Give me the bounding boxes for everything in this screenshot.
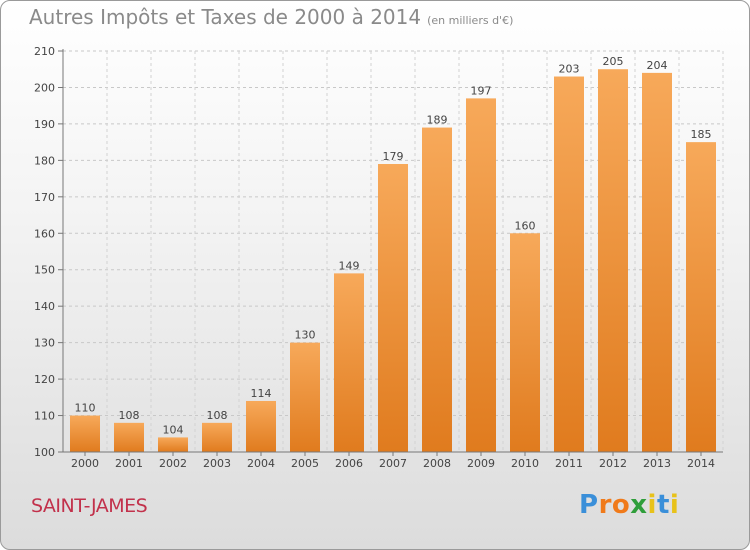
axes: 100 110 120 130 140 150 160 170 180 190 200 210 2000… [34, 45, 723, 470]
y-tick-label: 140 [34, 300, 55, 313]
bar [642, 72, 672, 452]
bar-value-label: 108 [119, 409, 140, 422]
logo-letter: i [647, 490, 657, 520]
logo-letter: i [669, 490, 680, 520]
x-tick-label: 2010 [511, 457, 539, 470]
bar [686, 142, 716, 453]
x-tick-label: 2002 [159, 457, 187, 470]
chart-subtitle: (en milliers d'€) [427, 14, 514, 27]
bar [158, 437, 188, 452]
y-tick-label: 170 [34, 191, 55, 204]
y-tick-label: 200 [34, 81, 55, 94]
bar-value-label: 204 [647, 59, 668, 72]
y-tick-label: 110 [34, 410, 55, 423]
bar-value-label: 185 [691, 128, 712, 141]
logo-letter: o [611, 490, 631, 520]
logo-letter: t [656, 490, 670, 520]
bar-value-label: 104 [163, 423, 184, 436]
bar-value-label: 189 [427, 114, 448, 127]
bar [378, 164, 408, 452]
bar [114, 422, 144, 452]
bars: 110 108 104 108 114 130 149 179 189 197 160 203 205 2… [70, 55, 716, 453]
bar-value-label: 205 [603, 55, 624, 68]
x-tick-label: 2003 [203, 457, 231, 470]
logo-letter: r [598, 490, 612, 520]
x-tick-label: 2008 [423, 457, 451, 470]
x-tick-label: 2009 [467, 457, 495, 470]
bar [598, 69, 628, 453]
x-tick-label: 2012 [599, 457, 627, 470]
y-tick-label: 150 [34, 264, 55, 277]
bar-value-label: 179 [383, 150, 404, 163]
y-tick-label: 160 [34, 227, 55, 240]
x-tick-label: 2011 [555, 457, 583, 470]
y-tick-label: 100 [34, 446, 55, 459]
bar [202, 422, 232, 452]
bar [466, 98, 496, 453]
x-tick-label: 2000 [71, 457, 99, 470]
x-tick-label: 2007 [379, 457, 407, 470]
bar-value-label: 110 [75, 402, 96, 415]
bar-value-label: 203 [559, 63, 580, 76]
logo-letter: P [579, 490, 599, 520]
chart-title: Autres Impôts et Taxes de 2000 à 2014 (en… [29, 5, 513, 29]
title-text: Autres Impôts et Taxes de 2000 à 2014 [29, 5, 422, 29]
bar-value-label: 197 [471, 84, 492, 97]
logo-letter: x [630, 490, 648, 520]
bar [246, 400, 276, 452]
y-tick-label: 180 [34, 154, 55, 167]
y-tick-label: 120 [34, 373, 55, 386]
bar-value-label: 130 [295, 329, 316, 342]
bar [290, 342, 320, 452]
bar [554, 76, 584, 452]
x-tick-label: 2006 [335, 457, 363, 470]
y-tick-label: 210 [34, 45, 55, 58]
bar-value-label: 114 [251, 387, 272, 400]
x-tick-label: 2004 [247, 457, 275, 470]
bar-value-label: 149 [339, 259, 360, 272]
x-tick-label: 2013 [643, 457, 671, 470]
y-tick-label: 130 [34, 337, 55, 350]
bar [334, 273, 364, 452]
place-name: SAINT-JAMES [31, 495, 148, 517]
x-tick-label: 2014 [687, 457, 715, 470]
bar [422, 127, 452, 453]
bar [70, 415, 100, 452]
y-tick-label: 190 [34, 118, 55, 131]
bar-value-label: 160 [515, 219, 536, 232]
proxiti-logo: Proxiti [579, 490, 679, 520]
bar [510, 233, 540, 452]
x-tick-label: 2001 [115, 457, 143, 470]
bar-value-label: 108 [207, 409, 228, 422]
x-tick-label: 2005 [291, 457, 319, 470]
